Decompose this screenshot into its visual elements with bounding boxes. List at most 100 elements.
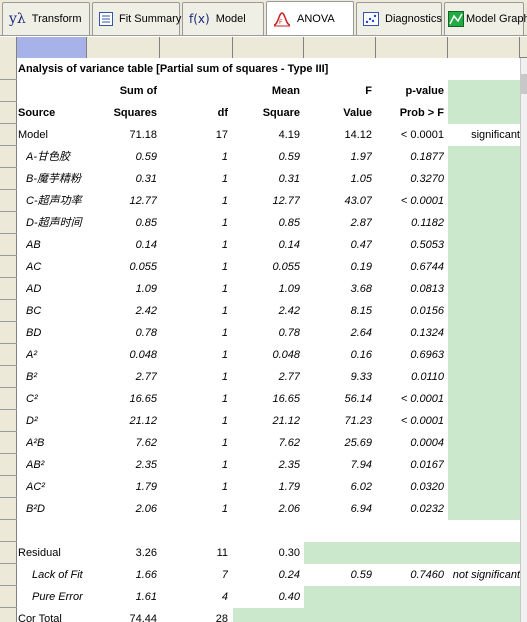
row-header[interactable] xyxy=(0,300,17,322)
scrollbar-thumb[interactable] xyxy=(521,74,527,94)
f-cell: 71.23 xyxy=(344,415,372,427)
row-header[interactable] xyxy=(0,498,17,520)
table-row[interactable]: B² 2.77 1 2.77 9.33 0.0110 xyxy=(17,366,520,388)
row-header[interactable] xyxy=(0,256,17,278)
anova-grid: Analysis of variance table [Partial sum … xyxy=(0,37,527,622)
table-row[interactable]: D² 21.12 1 21.12 71.23 < 0.0001 xyxy=(17,410,520,432)
header-prob: Prob > F xyxy=(399,107,444,119)
f-cell: 7.94 xyxy=(350,459,372,471)
table-row[interactable]: BD 0.78 1 0.78 2.64 0.1324 xyxy=(17,322,520,344)
table-row[interactable]: B²D 2.06 1 2.06 6.94 0.0232 xyxy=(17,498,520,520)
row-header[interactable] xyxy=(0,322,17,344)
row-header[interactable] xyxy=(0,58,17,80)
source-cell: AD xyxy=(26,283,42,295)
table-row[interactable]: B-魔芋精粉 0.31 1 0.31 1.05 0.3270 xyxy=(17,168,520,190)
table-row[interactable]: A²B 7.62 1 7.62 25.69 0.0004 xyxy=(17,432,520,454)
header-f: F xyxy=(365,85,372,97)
row-header[interactable] xyxy=(0,124,17,146)
p-cell: 0.0813 xyxy=(410,283,444,295)
corner-cell[interactable] xyxy=(0,37,17,58)
row-header[interactable] xyxy=(0,366,17,388)
row-header[interactable] xyxy=(0,344,17,366)
tab-diagnostics[interactable]: Diagnostics xyxy=(356,2,442,35)
fx-icon: f(x) xyxy=(189,12,210,26)
table-row[interactable]: Model 71.18 17 4.19 14.12 < 0.0001 significant xyxy=(17,124,520,146)
table-row[interactable]: BC 2.42 1 2.42 8.15 0.0156 xyxy=(17,300,520,322)
table-row-pure-error[interactable]: Pure Error 1.61 4 0.40 xyxy=(17,586,520,608)
tab-model-graphs[interactable]: Model Graphs xyxy=(444,2,527,35)
tab-model[interactable]: f(x) Model xyxy=(182,2,264,35)
row-header[interactable] xyxy=(0,80,17,102)
row-header[interactable] xyxy=(0,586,17,608)
tab-label: Model Graphs xyxy=(466,13,527,25)
p-cell: 0.3270 xyxy=(410,173,444,185)
highlight-cell xyxy=(448,102,520,124)
row-header[interactable] xyxy=(0,564,17,586)
ss-cell: 1.09 xyxy=(135,283,157,295)
p-cell: < 0.0001 xyxy=(400,393,444,405)
ms-cell: 16.65 xyxy=(272,393,300,405)
table-row-residual[interactable]: Residual 3.26 11 0.30 xyxy=(17,542,520,564)
table-row[interactable]: C-超声功率 12.77 1 12.77 43.07 < 0.0001 xyxy=(17,190,520,212)
tab-fit-summary[interactable]: Fit Summary xyxy=(92,2,181,35)
tab-anova[interactable]: F ANOVA xyxy=(266,1,354,35)
table-row[interactable]: AC² 1.79 1 1.79 6.02 0.0320 xyxy=(17,476,520,498)
table-row[interactable]: D-超声时间 0.85 1 0.85 2.87 0.1182 xyxy=(17,212,520,234)
ms-cell: 7.62 xyxy=(278,437,300,449)
highlight-cell xyxy=(233,608,520,622)
row-header[interactable] xyxy=(0,432,17,454)
column-header[interactable] xyxy=(160,37,233,58)
row-header[interactable] xyxy=(0,608,17,622)
row-header[interactable] xyxy=(0,190,17,212)
df-cell: 28 xyxy=(215,613,228,622)
ss-cell: 2.42 xyxy=(135,305,157,317)
ss-cell: 0.055 xyxy=(129,261,157,273)
column-header[interactable] xyxy=(304,37,376,58)
source-cell: Cor Total xyxy=(18,613,62,622)
source-cell: AC² xyxy=(26,481,45,493)
row-header[interactable] xyxy=(0,212,17,234)
row-header[interactable] xyxy=(0,542,17,564)
table-row[interactable]: AB 0.14 1 0.14 0.47 0.5053 xyxy=(17,234,520,256)
row-header[interactable] xyxy=(0,520,17,542)
highlight-cell xyxy=(448,344,520,366)
table-row-cor-total[interactable]: Cor Total 74.44 28 xyxy=(17,608,520,622)
ms-cell: 1.79 xyxy=(278,481,300,493)
tab-transform[interactable]: yλ Transform xyxy=(2,2,90,35)
table-row[interactable]: AB² 2.35 1 2.35 7.94 0.0167 xyxy=(17,454,520,476)
table-row[interactable]: AC 0.055 1 0.055 0.19 0.6744 xyxy=(17,256,520,278)
anova-table: Analysis of variance table [Partial sum … xyxy=(17,58,520,622)
table-row-lack-of-fit[interactable]: Lack of Fit 1.66 7 0.24 0.59 0.7460 not … xyxy=(17,564,520,586)
column-header[interactable] xyxy=(376,37,448,58)
highlight-cell xyxy=(448,168,520,190)
ms-cell: 2.35 xyxy=(278,459,300,471)
ms-cell: 4.19 xyxy=(278,129,300,141)
row-header[interactable] xyxy=(0,454,17,476)
row-header[interactable] xyxy=(0,102,17,124)
column-header[interactable] xyxy=(17,37,87,58)
row-header[interactable] xyxy=(0,278,17,300)
row-header[interactable] xyxy=(0,410,17,432)
row-header[interactable] xyxy=(0,388,17,410)
source-cell: BC xyxy=(26,305,42,317)
column-header[interactable] xyxy=(87,37,160,58)
ms-cell: 0.78 xyxy=(278,327,300,339)
row-header[interactable] xyxy=(0,476,17,498)
table-row[interactable]: A² 0.048 1 0.048 0.16 0.6963 xyxy=(17,344,520,366)
table-row[interactable]: AD 1.09 1 1.09 3.68 0.0813 xyxy=(17,278,520,300)
header-value: Value xyxy=(343,107,372,119)
table-row[interactable]: C² 16.65 1 16.65 56.14 < 0.0001 xyxy=(17,388,520,410)
row-header[interactable] xyxy=(0,234,17,256)
column-header[interactable] xyxy=(448,37,520,58)
df-cell: 1 xyxy=(221,151,228,163)
row-header[interactable] xyxy=(0,168,17,190)
header-squares: Squares xyxy=(113,107,157,119)
row-header[interactable] xyxy=(0,146,17,168)
p-cell: 0.0167 xyxy=(410,459,444,471)
highlight-cell xyxy=(448,234,520,256)
table-row[interactable]: A-甘色胶 0.59 1 0.59 1.97 0.1877 xyxy=(17,146,520,168)
vertical-scrollbar[interactable] xyxy=(520,58,527,622)
df-cell: 11 xyxy=(216,547,228,559)
column-header[interactable] xyxy=(233,37,304,58)
source-cell: C-超声功率 xyxy=(26,195,82,207)
